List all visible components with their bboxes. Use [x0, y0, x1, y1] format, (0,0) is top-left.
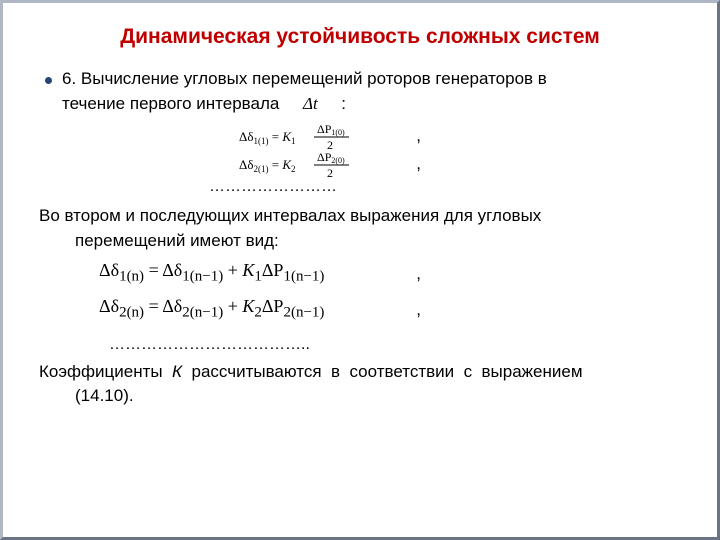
equation-block-1: Δδ1(1) = K1 ΔP1(0) 2 , Δδ2(1) = K2 [39, 122, 681, 196]
equation-2: Δδ2(1) = K2 ΔP2(0) 2 , [39, 150, 681, 178]
ellipsis-2: ……………………………….. [109, 336, 681, 354]
colon: : [341, 94, 346, 113]
eq4-text: Δδ2(n) = Δδ2(n−1) + К2ΔP2(n−1) [99, 296, 681, 322]
eq1-svg: Δδ1(1) = K1 ΔP1(0) 2 [239, 122, 419, 150]
para2-l1: Во втором и последующих интервалах выраж… [39, 206, 541, 225]
equation-4: Δδ2(n) = Δδ2(n−1) + К2ΔP2(n−1) , [39, 296, 681, 330]
svg-text:2: 2 [327, 166, 333, 178]
eq3-comma: , [416, 264, 421, 284]
delta-t: Δt [303, 94, 318, 113]
bullet-text: 6. Вычисление угловых перемещений роторо… [62, 67, 681, 116]
svg-text:Δδ2(1) =: Δδ2(1) = K2 [239, 157, 296, 175]
slide: Динамическая устойчивость сложных систем… [0, 0, 720, 540]
para3-l2: (14.10). [39, 384, 134, 409]
equation-1: Δδ1(1) = K1 ΔP1(0) 2 , [39, 122, 681, 150]
bullet-dot-icon [45, 77, 52, 84]
para2-l2: перемещений имеют вид: [39, 229, 279, 254]
equation-3: Δδ1(n) = Δδ1(n−1) + К1ΔP1(n−1) , [39, 260, 681, 294]
eq1-comma: , [416, 126, 421, 146]
bullet-line1: 6. Вычисление угловых перемещений роторо… [62, 69, 547, 88]
svg-text:ΔP2(0): ΔP2(0) [317, 150, 345, 165]
svg-text:Δδ1(1) =: Δδ1(1) = K1 [239, 129, 296, 147]
para3-l1: Коэффициенты К рассчитываются в соответс… [39, 362, 583, 381]
bullet-line2: течение первого интервала [62, 94, 279, 113]
paragraph-3: Коэффициенты К рассчитываются в соответс… [39, 360, 681, 409]
eq2-comma: , [416, 154, 421, 174]
bullet-item-6: 6. Вычисление угловых перемещений роторо… [45, 67, 681, 116]
svg-text:ΔP1(0): ΔP1(0) [317, 122, 345, 137]
paragraph-2: Во втором и последующих интервалах выраж… [39, 204, 681, 253]
ellipsis-1: …………………… [209, 178, 681, 196]
slide-title: Динамическая устойчивость сложных систем [39, 25, 681, 49]
eq2-svg: Δδ2(1) = K2 ΔP2(0) 2 [239, 150, 419, 178]
eq3-text: Δδ1(n) = Δδ1(n−1) + К1ΔP1(n−1) [99, 260, 681, 286]
svg-text:2: 2 [327, 138, 333, 150]
eq4-comma: , [416, 300, 421, 320]
